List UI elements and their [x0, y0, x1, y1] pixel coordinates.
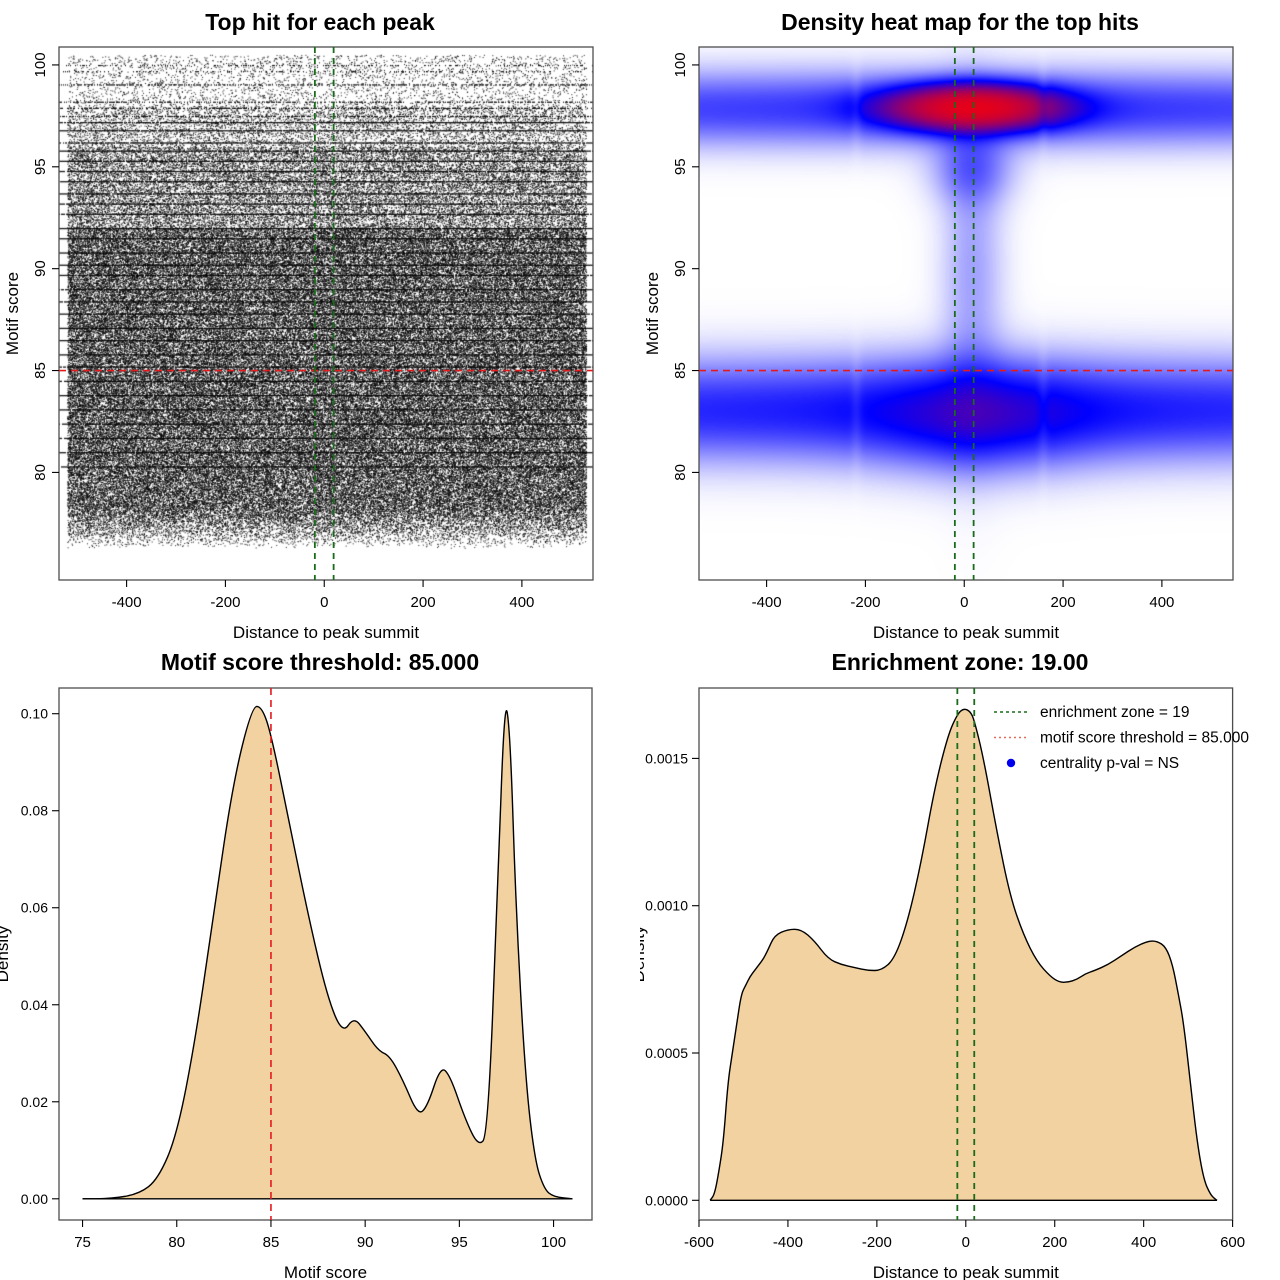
svg-text:Density: Density — [0, 925, 12, 982]
svg-text:-200: -200 — [210, 594, 240, 611]
svg-text:80: 80 — [32, 464, 49, 481]
svg-text:100: 100 — [32, 52, 49, 77]
svg-text:-400: -400 — [752, 594, 782, 611]
svg-text:90: 90 — [357, 1234, 374, 1251]
svg-text:Motif score: Motif score — [284, 1263, 367, 1280]
svg-text:100: 100 — [672, 52, 689, 77]
svg-text:motif score threshold = 85.000: motif score threshold = 85.000 — [1040, 730, 1249, 747]
svg-text:0.0000: 0.0000 — [645, 1192, 688, 1208]
svg-text:95: 95 — [451, 1234, 468, 1251]
svg-text:enrichment zone = 19: enrichment zone = 19 — [1040, 704, 1190, 721]
svg-text:75: 75 — [74, 1234, 91, 1251]
svg-text:90: 90 — [32, 260, 49, 277]
svg-text:95: 95 — [32, 158, 49, 175]
svg-text:0: 0 — [960, 594, 968, 611]
svg-text:0.00: 0.00 — [21, 1191, 48, 1207]
svg-text:95: 95 — [672, 158, 689, 175]
svg-text:200: 200 — [411, 594, 436, 611]
svg-text:-200: -200 — [850, 594, 880, 611]
svg-text:0.0015: 0.0015 — [645, 750, 688, 766]
svg-text:400: 400 — [509, 594, 534, 611]
svg-text:-400: -400 — [773, 1234, 803, 1251]
svg-text:0.0005: 0.0005 — [645, 1045, 688, 1061]
svg-text:0: 0 — [320, 594, 328, 611]
svg-text:85: 85 — [32, 362, 49, 379]
svg-text:Distance to peak summit: Distance to peak summit — [873, 1263, 1059, 1280]
svg-text:200: 200 — [1051, 594, 1076, 611]
svg-text:80: 80 — [168, 1234, 185, 1251]
svg-text:0.06: 0.06 — [21, 900, 48, 916]
svg-text:centrality p-val = NS: centrality p-val = NS — [1040, 755, 1179, 772]
svg-text:Motif score: Motif score — [643, 272, 662, 355]
svg-text:0.0010: 0.0010 — [645, 898, 688, 914]
svg-text:-200: -200 — [862, 1234, 892, 1251]
svg-text:-400: -400 — [112, 594, 142, 611]
svg-text:Distance to peak summit: Distance to peak summit — [233, 623, 419, 640]
svg-text:600: 600 — [1220, 1234, 1245, 1251]
svg-text:0.08: 0.08 — [21, 803, 48, 819]
svg-text:85: 85 — [672, 362, 689, 379]
svg-text:0.04: 0.04 — [21, 997, 48, 1013]
svg-text:80: 80 — [672, 464, 689, 481]
svg-text:90: 90 — [672, 260, 689, 277]
svg-text:0.10: 0.10 — [21, 706, 48, 722]
svg-text:400: 400 — [1131, 1234, 1156, 1251]
svg-text:-600: -600 — [684, 1234, 714, 1251]
svg-text:Motif score: Motif score — [3, 272, 22, 355]
svg-text:100: 100 — [541, 1234, 566, 1251]
svg-text:0: 0 — [962, 1234, 970, 1251]
svg-text:400: 400 — [1149, 594, 1174, 611]
svg-text:Distance to peak summit: Distance to peak summit — [873, 623, 1059, 640]
svg-text:85: 85 — [263, 1234, 280, 1251]
svg-text:0.02: 0.02 — [21, 1094, 48, 1110]
svg-text:Density: Density — [640, 925, 648, 982]
svg-text:200: 200 — [1042, 1234, 1067, 1251]
